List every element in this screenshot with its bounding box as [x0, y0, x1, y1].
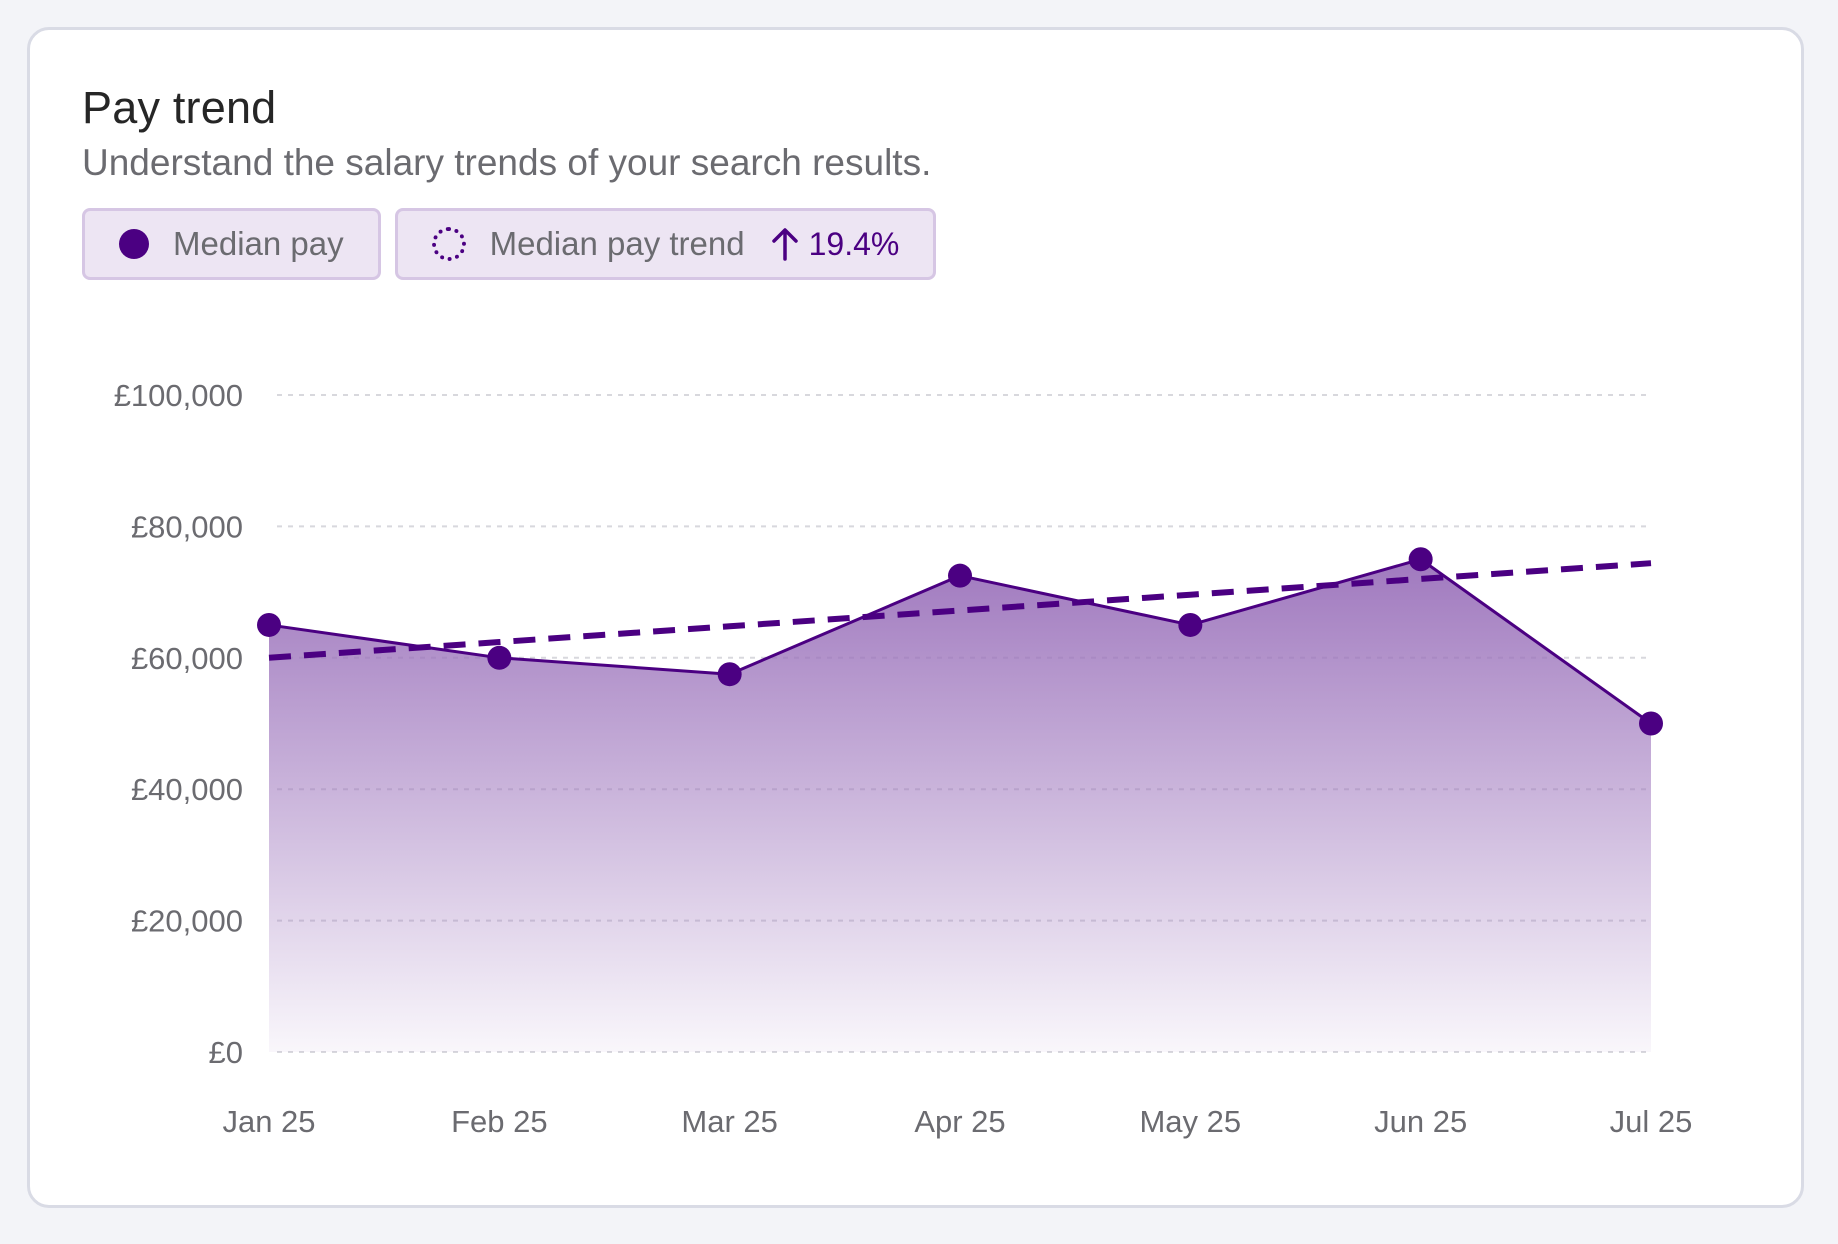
legend-median-pay-trend-label: Median pay trend [489, 225, 745, 262]
card-title: Pay trend [82, 82, 277, 133]
y-tick-label: £60,000 [131, 641, 243, 676]
y-tick-label: £80,000 [131, 509, 243, 544]
median-pay-point [717, 662, 742, 687]
median-pay-point [948, 563, 972, 588]
median-pay-area [269, 559, 1651, 1052]
median-pay-point [1408, 547, 1433, 572]
x-tick-label: Jun 25 [1374, 1104, 1467, 1139]
chart-legend: Median pay Median pay trend 19.4% [82, 208, 937, 280]
median-pay-point [1639, 711, 1663, 736]
x-tick-label: Apr 25 [914, 1104, 1005, 1139]
x-tick-label: May 25 [1139, 1104, 1241, 1139]
x-tick-label: Feb 25 [451, 1104, 548, 1139]
x-tick-label: Jul 25 [1610, 1104, 1693, 1139]
arrow-up-icon [771, 228, 798, 261]
y-tick-label: £0 [209, 1035, 243, 1070]
median-pay-point [1178, 612, 1203, 637]
median-pay-point [257, 612, 281, 637]
dashed-circle-icon [431, 227, 466, 261]
legend-median-pay-label: Median pay [173, 225, 344, 262]
legend-median-pay-trend[interactable]: Median pay trend 19.4% [394, 208, 937, 280]
solid-dot-icon [119, 229, 149, 259]
y-tick-label: £100,000 [114, 378, 243, 413]
y-tick-label: £20,000 [131, 904, 243, 939]
median-pay-point [487, 645, 512, 670]
trend-change-value: 19.4% [808, 225, 900, 262]
card-subtitle: Understand the salary trends of your sea… [82, 142, 932, 183]
legend-median-pay[interactable]: Median pay [82, 208, 381, 280]
median-pay-trend-line [268, 560, 1652, 661]
x-tick-label: Mar 25 [681, 1104, 777, 1139]
y-tick-label: £40,000 [131, 772, 243, 807]
x-tick-label: Jan 25 [222, 1104, 315, 1139]
